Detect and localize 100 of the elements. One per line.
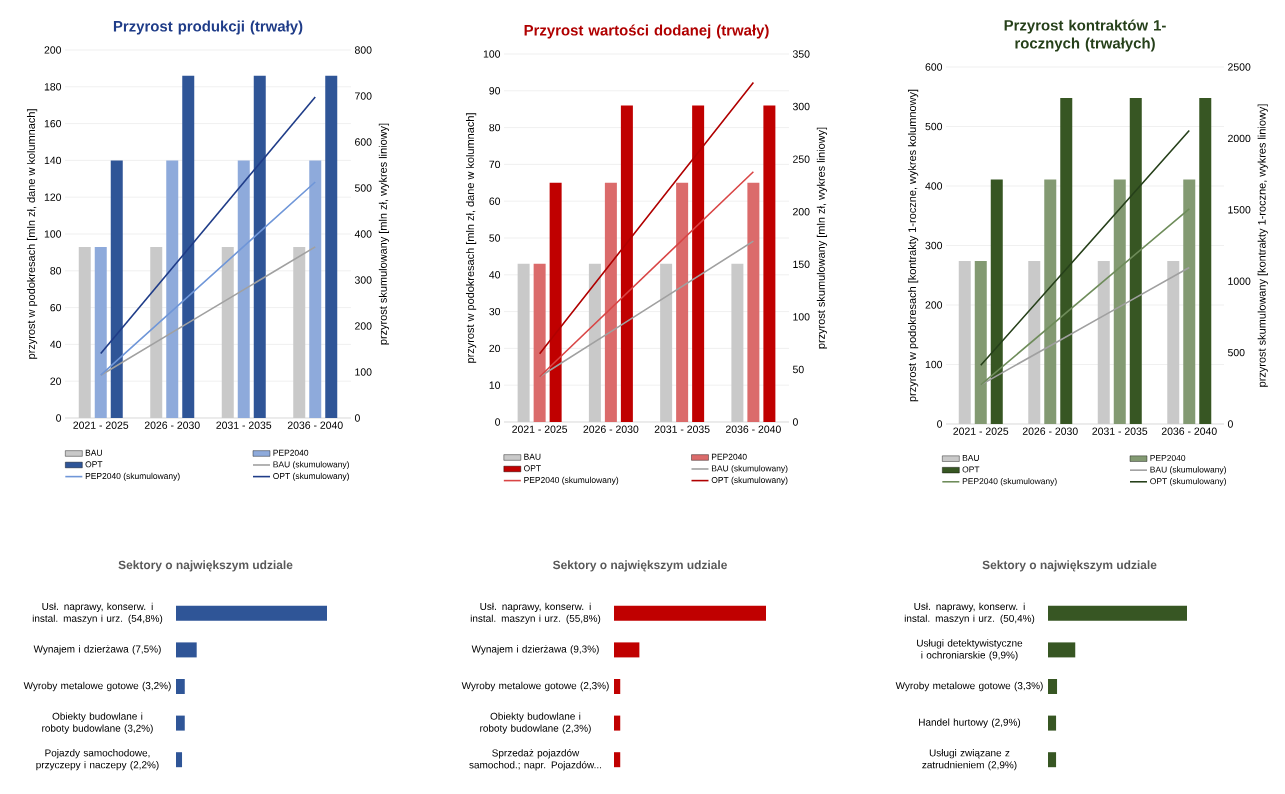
bar <box>990 179 1003 424</box>
y2-tick-label: 0 <box>354 414 360 422</box>
legend-label: BAU (skumulowany) <box>1150 466 1226 475</box>
y2-tick-label: 2500 <box>1228 63 1251 71</box>
x-tick-label: 2021 - 2025 <box>953 427 1009 435</box>
bar <box>676 182 689 422</box>
y-tick-label: 10 <box>489 381 501 389</box>
y2-tick-label: 300 <box>792 102 810 111</box>
legend-label: OPT (skumulowany) <box>711 476 788 485</box>
x-tick-label: 2026 - 2030 <box>583 425 639 433</box>
legend-label: PEP2040 <box>273 449 309 456</box>
bar <box>237 160 250 418</box>
bar <box>176 752 183 768</box>
x-tick-label: 2021 - 2025 <box>73 421 129 429</box>
y-tick-label: 20 <box>50 377 62 385</box>
y-tick-label: 30 <box>489 307 501 316</box>
x-tick-label: 2036 - 2040 <box>725 425 781 433</box>
y-tick-label: 140 <box>44 156 62 165</box>
legend-label: OPT (skumulowany) <box>1150 477 1226 486</box>
y-tick-label: Usługi związane z zatrudnieniem (2,9%) <box>922 749 1017 771</box>
y-tick-label: 60 <box>50 303 62 312</box>
x-tick-label: 2021 - 2025 <box>512 425 568 433</box>
y2-tick-label: 300 <box>354 276 372 284</box>
y-tick-label: 300 <box>925 241 943 250</box>
y2-tick-label: 200 <box>793 208 810 216</box>
chart-title: Sektory o największym udziale <box>118 560 293 572</box>
y-tick-label: Usł. naprawy, konserw. i instal. maszyn i urz. (50,4%) <box>904 602 1035 624</box>
y-tick-label: 100 <box>925 360 943 369</box>
y-tick-label: 500 <box>925 122 943 131</box>
y-tick-label: 160 <box>44 119 62 128</box>
bar <box>176 605 327 621</box>
line-series <box>538 81 755 355</box>
bar <box>176 679 185 694</box>
y-tick-label: 80 <box>489 123 501 132</box>
y-tick-label: 90 <box>489 87 501 95</box>
y-tick-label: Wyroby metalowe gotowe (3,2%) <box>23 681 171 692</box>
y2-tick-label: 200 <box>355 322 372 330</box>
x-tick-label: 2031 - 2035 <box>216 421 272 429</box>
bar <box>1044 179 1057 424</box>
y2-tick-label: 0 <box>792 418 798 426</box>
line-series <box>979 266 1191 386</box>
bar <box>1129 97 1142 424</box>
legend-label: BAU <box>524 453 541 460</box>
y-tick-label: 0 <box>937 420 943 428</box>
bar <box>620 105 633 422</box>
bar <box>1048 642 1076 658</box>
y2-tick-label: 50 <box>792 365 804 374</box>
y-tick-label: Usł. naprawy, konserw. i instal. maszyn i urz. (54,8%) <box>32 602 163 624</box>
y-tick-label: Usł. naprawy, konserw. i instal. maszyn i urz. (55,8%) <box>470 602 601 624</box>
y2-tick-label: 2000 <box>1228 134 1251 143</box>
legend-label: OPT (skumulowany) <box>273 472 349 481</box>
chart-title: Przyrost wartości dodanej (trwały) <box>524 24 769 39</box>
y2-tick-label: 800 <box>354 46 372 54</box>
y2-tick-label: 500 <box>354 184 372 192</box>
bar <box>176 642 197 658</box>
legend-label: PEP2040 <box>1150 454 1186 461</box>
x-tick-label: 2031 - 2035 <box>1092 427 1148 435</box>
y2-axis-title: przyrost skumulowany [kontrakty 1-roczne, wykres liniowy] <box>1257 104 1268 387</box>
bar <box>1048 679 1058 694</box>
y-tick-label: Obiekty budowlane i roboty budowlane (2,3%) <box>480 712 591 734</box>
y-tick-label: 0 <box>495 418 501 426</box>
y-axis-title: przyrost w podokresach [mln zł, dane w kolumnach] <box>26 109 38 359</box>
y-tick-label: 60 <box>489 197 501 205</box>
y2-axis-title: przyrost skumulowany [mln zł, wykres liniowy] <box>816 127 828 349</box>
legend-label: PEP2040 <box>711 453 747 460</box>
bar <box>325 75 338 418</box>
bar <box>1183 179 1196 424</box>
bar <box>533 263 546 422</box>
chart-title: Przyrost kontraktów 1-rocznych (trwałych) <box>1004 19 1166 52</box>
bar <box>1048 752 1057 768</box>
bar <box>1113 179 1126 424</box>
y-tick-label: Handel hurtowy (2,9%) <box>919 718 1021 728</box>
bar <box>763 105 776 422</box>
y-tick-label: 40 <box>50 340 62 349</box>
bar <box>176 715 185 731</box>
y2-tick-label: 1000 <box>1228 277 1251 285</box>
y-tick-label: 200 <box>925 301 943 309</box>
legend-label: BAU <box>85 449 102 456</box>
bar <box>692 105 705 422</box>
bar <box>1048 605 1188 621</box>
legend-label: PEP2040 (skumulowany) <box>962 477 1057 486</box>
y-tick-label: Sprzedaż pojazdów samochod.; napr. Pojazdów... <box>469 749 602 771</box>
bar <box>253 75 266 418</box>
bar <box>747 182 760 422</box>
y-tick-label: 100 <box>483 50 501 58</box>
y-axis-title: przyrost w podokresach [mln zł, dane w kolumnach] <box>465 113 477 363</box>
y2-tick-label: 250 <box>793 155 810 163</box>
y-axis-title: przyrost w podokresach [kontrakty 1-roczne, wykres kolumnowy] <box>907 89 919 402</box>
chart-title: Przyrost produkcji (trwały) <box>113 20 303 35</box>
bar <box>94 246 107 418</box>
y-tick-label: 400 <box>925 182 943 190</box>
bar <box>604 182 617 422</box>
bar <box>974 260 987 424</box>
y-tick-label: Pojazdy samochodowe, przyczepy i naczepy (2,2%) <box>36 749 159 771</box>
y2-tick-label: 1500 <box>1228 206 1251 214</box>
bar <box>309 160 322 418</box>
bar <box>166 160 179 418</box>
y-tick-label: 70 <box>489 160 501 169</box>
legend-label: OPT <box>962 466 980 473</box>
y2-axis-title: przyrost skumulowany [mln zł, wykres liniowy] <box>378 123 390 345</box>
